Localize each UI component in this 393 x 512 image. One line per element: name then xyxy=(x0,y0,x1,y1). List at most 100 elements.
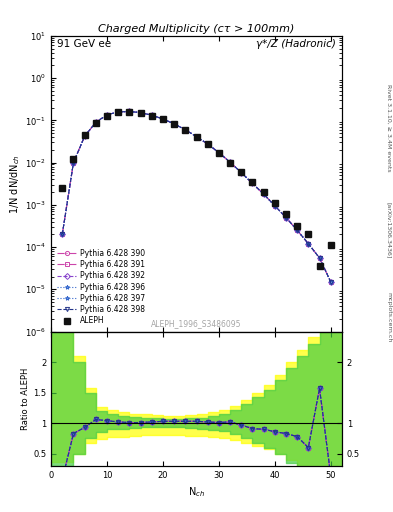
Pythia 6.428 396 xyxy=(272,203,277,209)
Pythia 6.428 390 xyxy=(105,112,109,118)
Pythia 6.428 391 xyxy=(295,227,299,233)
Pythia 6.428 396 xyxy=(317,255,322,261)
Text: 91 GeV ee: 91 GeV ee xyxy=(57,39,111,49)
Pythia 6.428 397 xyxy=(105,112,109,118)
Pythia 6.428 390 xyxy=(205,141,210,147)
Pythia 6.428 390 xyxy=(272,203,277,209)
Pythia 6.428 390 xyxy=(127,109,132,115)
Pythia 6.428 390 xyxy=(228,159,232,165)
Pythia 6.428 396 xyxy=(60,231,64,238)
Pythia 6.428 398 xyxy=(194,134,199,140)
Pythia 6.428 390 xyxy=(82,133,87,139)
Pythia 6.428 392 xyxy=(217,150,221,156)
Pythia 6.428 392 xyxy=(306,241,311,247)
Pythia 6.428 392 xyxy=(317,255,322,261)
Pythia 6.428 392 xyxy=(161,116,165,122)
ALEPH xyxy=(82,132,87,138)
Pythia 6.428 398 xyxy=(228,159,232,165)
Pythia 6.428 397 xyxy=(127,109,132,115)
Pythia 6.428 397 xyxy=(172,121,176,127)
ALEPH xyxy=(239,169,244,175)
Pythia 6.428 392 xyxy=(295,227,299,233)
Pythia 6.428 390 xyxy=(94,119,98,125)
Line: Pythia 6.428 398: Pythia 6.428 398 xyxy=(60,110,333,284)
Text: mcplots.cern.ch: mcplots.cern.ch xyxy=(386,292,391,343)
Pythia 6.428 392 xyxy=(82,133,87,139)
Pythia 6.428 391 xyxy=(82,133,87,139)
Pythia 6.428 397 xyxy=(116,109,121,115)
Pythia 6.428 397 xyxy=(272,203,277,209)
Pythia 6.428 398 xyxy=(105,112,109,118)
Pythia 6.428 392 xyxy=(228,159,232,165)
Pythia 6.428 391 xyxy=(105,112,109,118)
Pythia 6.428 392 xyxy=(105,112,109,118)
Line: Pythia 6.428 396: Pythia 6.428 396 xyxy=(60,110,333,284)
Pythia 6.428 397 xyxy=(329,279,333,285)
Pythia 6.428 398 xyxy=(295,227,299,233)
Pythia 6.428 391 xyxy=(261,191,266,197)
Pythia 6.428 390 xyxy=(217,150,221,156)
Pythia 6.428 392 xyxy=(329,279,333,285)
X-axis label: N$_{ch}$: N$_{ch}$ xyxy=(188,485,205,499)
Text: Rivet 3.1.10, ≥ 3.4M events: Rivet 3.1.10, ≥ 3.4M events xyxy=(386,84,391,172)
Pythia 6.428 398 xyxy=(306,241,311,247)
Y-axis label: 1/N dN/dN$_{ch}$: 1/N dN/dN$_{ch}$ xyxy=(9,154,22,214)
Pythia 6.428 397 xyxy=(217,150,221,156)
Pythia 6.428 396 xyxy=(161,116,165,122)
Pythia 6.428 396 xyxy=(205,141,210,147)
ALEPH xyxy=(329,242,333,248)
Pythia 6.428 398 xyxy=(205,141,210,147)
Line: Pythia 6.428 397: Pythia 6.428 397 xyxy=(60,110,333,284)
Pythia 6.428 391 xyxy=(272,203,277,209)
Pythia 6.428 390 xyxy=(317,255,322,261)
Pythia 6.428 390 xyxy=(149,112,154,118)
Pythia 6.428 398 xyxy=(138,110,143,116)
Pythia 6.428 392 xyxy=(272,203,277,209)
Pythia 6.428 396 xyxy=(105,112,109,118)
Pythia 6.428 396 xyxy=(172,121,176,127)
Line: ALEPH: ALEPH xyxy=(59,109,334,269)
Pythia 6.428 398 xyxy=(60,231,64,238)
Pythia 6.428 390 xyxy=(295,227,299,233)
Pythia 6.428 397 xyxy=(261,191,266,197)
Pythia 6.428 398 xyxy=(284,215,288,221)
Pythia 6.428 396 xyxy=(228,159,232,165)
Pythia 6.428 398 xyxy=(217,150,221,156)
Pythia 6.428 398 xyxy=(172,121,176,127)
Pythia 6.428 391 xyxy=(228,159,232,165)
Pythia 6.428 391 xyxy=(172,121,176,127)
Pythia 6.428 391 xyxy=(60,231,64,238)
Pythia 6.428 397 xyxy=(94,119,98,125)
ALEPH xyxy=(183,127,188,134)
Pythia 6.428 398 xyxy=(82,133,87,139)
Legend: Pythia 6.428 390, Pythia 6.428 391, Pythia 6.428 392, Pythia 6.428 396, Pythia 6: Pythia 6.428 390, Pythia 6.428 391, Pyth… xyxy=(55,246,147,328)
Pythia 6.428 391 xyxy=(284,215,288,221)
Pythia 6.428 390 xyxy=(194,134,199,140)
Pythia 6.428 396 xyxy=(250,180,255,186)
Pythia 6.428 396 xyxy=(217,150,221,156)
Pythia 6.428 390 xyxy=(183,126,188,133)
Pythia 6.428 396 xyxy=(138,110,143,116)
Pythia 6.428 396 xyxy=(295,227,299,233)
Pythia 6.428 398 xyxy=(317,255,322,261)
ALEPH xyxy=(161,116,165,122)
Pythia 6.428 396 xyxy=(127,109,132,115)
Pythia 6.428 391 xyxy=(149,112,154,118)
ALEPH xyxy=(127,109,132,115)
Pythia 6.428 391 xyxy=(127,109,132,115)
ALEPH xyxy=(149,113,154,119)
Pythia 6.428 398 xyxy=(71,160,76,166)
Pythia 6.428 392 xyxy=(149,112,154,118)
Pythia 6.428 392 xyxy=(284,215,288,221)
Pythia 6.428 397 xyxy=(250,180,255,186)
Title: Charged Multiplicity (cτ > 100mm): Charged Multiplicity (cτ > 100mm) xyxy=(98,24,295,34)
Pythia 6.428 397 xyxy=(138,110,143,116)
Pythia 6.428 396 xyxy=(284,215,288,221)
Pythia 6.428 396 xyxy=(82,133,87,139)
Pythia 6.428 396 xyxy=(239,169,244,176)
Pythia 6.428 396 xyxy=(194,134,199,140)
Pythia 6.428 390 xyxy=(284,215,288,221)
Pythia 6.428 390 xyxy=(60,231,64,238)
Pythia 6.428 397 xyxy=(161,116,165,122)
Pythia 6.428 391 xyxy=(317,255,322,261)
